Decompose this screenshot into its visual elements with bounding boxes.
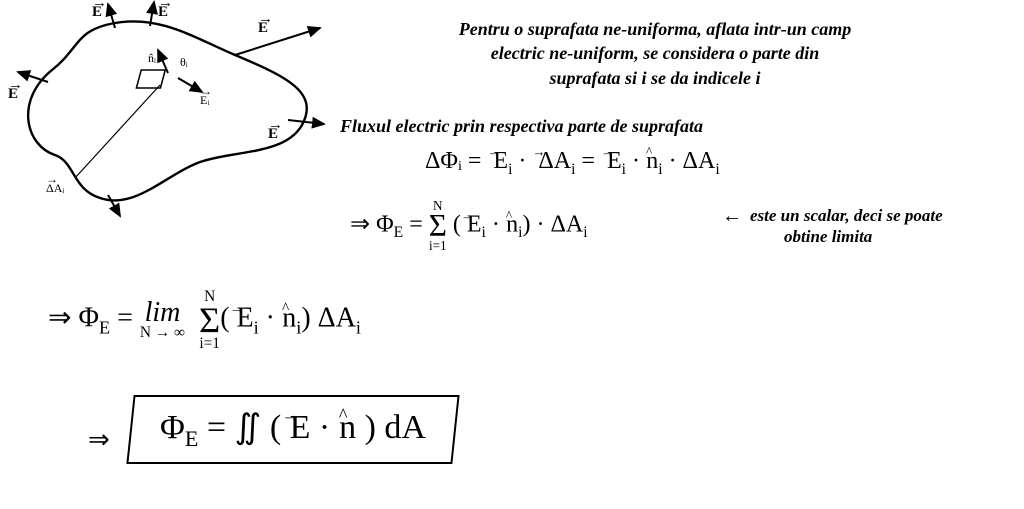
svg-text:E: E	[158, 4, 168, 20]
intro-text: Pentru o suprafata ne-uniforma, aflata i…	[340, 17, 970, 90]
svg-text:E: E	[92, 4, 102, 20]
intro-line2: electric ne-uniform, se considera o part…	[491, 43, 819, 63]
note2-line1: este un scalar, deci se poate	[750, 206, 943, 225]
surface-diagram-svg: →E→E→E→E→E→ΔAᵢn̂ᵢθᵢ→Eᵢ	[0, 0, 330, 220]
equation-integral-box: ΦE = ∬ (→E · ^n ) dA	[130, 395, 456, 464]
svg-text:E: E	[268, 126, 278, 142]
svg-text:E: E	[258, 20, 268, 36]
svg-text:θᵢ: θᵢ	[180, 55, 188, 69]
note2-line2: obtine limita	[784, 227, 872, 246]
equation-integral: ΦE = ∬ (→E · ^n ) dA	[132, 397, 454, 462]
svg-text:E: E	[8, 86, 18, 102]
intro-line1: Pentru o suprafata ne-uniforma, aflata i…	[459, 19, 852, 39]
svg-text:Eᵢ: Eᵢ	[200, 93, 209, 107]
equation-limit: ⇒ ΦE = limN → ∞ NΣi=1(→Ei · ^ni) ΔAi	[48, 290, 361, 350]
svg-text:n̂ᵢ: n̂ᵢ	[148, 51, 156, 65]
implies-icon: ⇒	[88, 425, 110, 455]
physics-notes-page: →E→E→E→E→E→ΔAᵢn̂ᵢθᵢ→Eᵢ Pentru o suprafat…	[0, 0, 1024, 509]
eq1-lhs: ΔΦᵢ	[425, 148, 462, 174]
intro-line3: suprafata si i se da indicele i	[550, 68, 761, 88]
scalar-note: este un scalar, deci se poate obtine lim…	[750, 205, 1010, 248]
equation-sum-phi: ⇒ ΦE = NΣi=1 (→Ei · ^ni) · ΔAi	[350, 200, 588, 252]
note-arrow-icon: ←	[722, 205, 742, 228]
equation-delta-phi: ΔΦᵢ = →Ei · →ΔAi = →Ei · ^ni · ΔAi	[425, 148, 720, 179]
svg-text:ΔAᵢ: ΔAᵢ	[46, 181, 64, 195]
flux-section-label: Fluxul electric prin respectiva parte de…	[340, 116, 990, 137]
surface-diagram: →E→E→E→E→E→ΔAᵢn̂ᵢθᵢ→Eᵢ	[0, 0, 330, 220]
